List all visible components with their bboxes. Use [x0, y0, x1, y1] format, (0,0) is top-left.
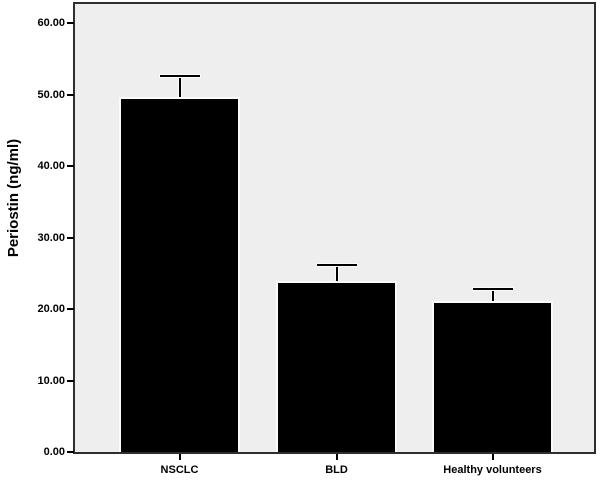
y-axis-tick-label: 50.00	[37, 88, 65, 101]
bar-bld	[276, 281, 397, 452]
y-axis-tick	[67, 93, 74, 96]
x-axis-tick-healthy-volunteers	[491, 454, 494, 460]
y-axis-tick-label: 60.00	[37, 17, 65, 29]
bar-nsclc	[119, 96, 240, 452]
y-axis-tick	[67, 308, 74, 310]
bar-healthy-volunteers	[432, 301, 553, 452]
y-axis-tick	[67, 379, 74, 382]
y-axis-tick	[67, 236, 74, 239]
y-axis-tick-label: 0.00	[43, 446, 65, 458]
x-axis-tick-nsclc	[178, 454, 181, 460]
y-axis-title: Periostin (ng/ml)	[5, 138, 22, 258]
x-axis-label-bld: BLD	[325, 464, 348, 476]
y-axis-tick-label: 40.00	[37, 160, 65, 172]
x-axis-tick-bld	[335, 454, 338, 460]
y-axis-tick	[67, 165, 74, 167]
y-axis-tick-label: 10.00	[37, 374, 65, 387]
y-axis-tick-label: 30.00	[37, 231, 65, 244]
error-bar-line-nsclc	[178, 75, 181, 97]
y-axis-tick	[67, 451, 74, 453]
y-axis-tick-label: 20.00	[37, 303, 65, 315]
y-axis-tick	[67, 22, 74, 24]
x-axis-label-nsclc: NSCLC	[160, 464, 199, 476]
plot-area	[73, 2, 596, 454]
error-bar-line-bld	[335, 264, 338, 282]
error-bar-line-healthy-volunteers	[491, 289, 494, 302]
x-axis-label-healthy-volunteers: Healthy volunteers	[443, 464, 542, 476]
error-bar-cap-healthy-volunteers	[472, 287, 513, 290]
error-bar-cap-bld	[316, 263, 357, 266]
error-bar-cap-nsclc	[159, 74, 200, 77]
